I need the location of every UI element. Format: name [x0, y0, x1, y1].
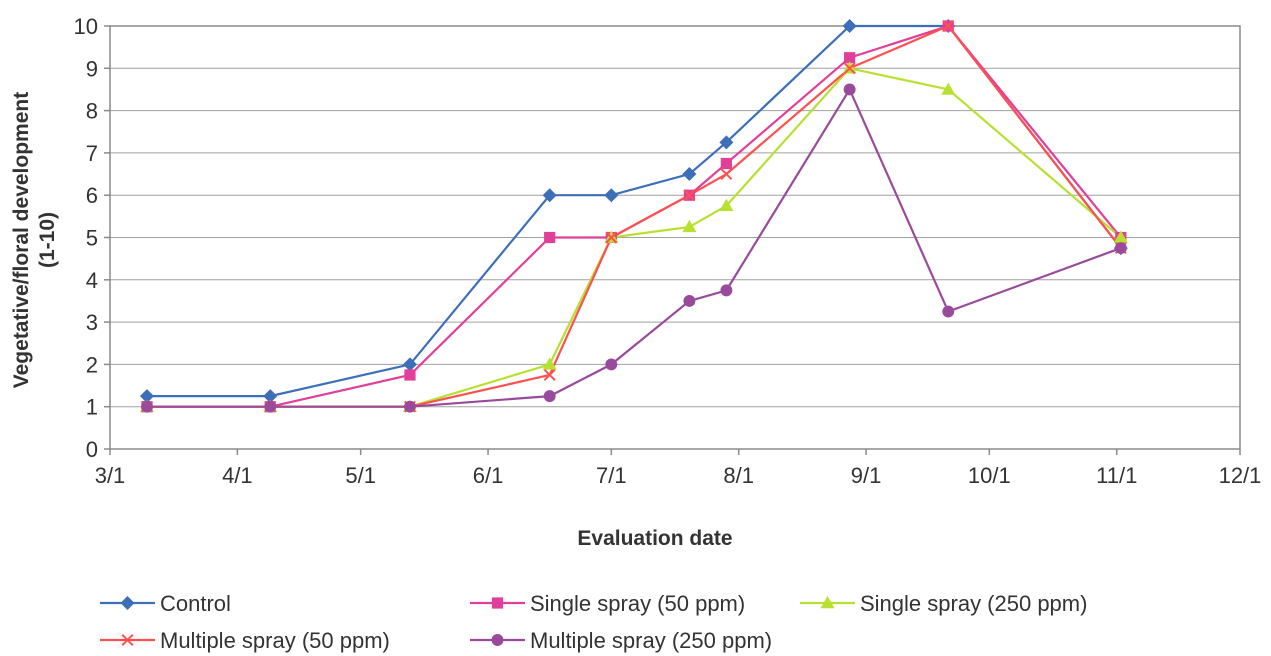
y-tick-label: 4 [86, 268, 98, 293]
data-point-5 [1114, 242, 1127, 255]
data-point-5 [720, 284, 733, 297]
legend-label: Single spray (50 ppm) [530, 591, 745, 616]
legend-marker [491, 634, 504, 646]
legend-item-5: Multiple spray (250 ppm) [470, 628, 772, 653]
data-point-3 [542, 357, 557, 370]
x-tick-label: 10/1 [968, 463, 1011, 488]
gridlines [110, 25, 1240, 408]
data-point-4 [720, 168, 733, 181]
x-tick-label: 3/1 [95, 463, 126, 488]
legend-item-3: Single spray (250 ppm) [800, 591, 1087, 616]
legend: Control Single spray (50 ppm) Single spray… [100, 591, 1087, 653]
legend-label: Control [160, 591, 231, 616]
data-point-1 [402, 357, 417, 372]
legend-item-2: Single spray (50 ppm) [470, 591, 745, 616]
data-point-5 [843, 83, 856, 96]
y-tick-label: 3 [86, 310, 98, 335]
y-axis-title: Vegetative/floral development (1-10) [10, 92, 59, 388]
series-markers [139, 19, 1128, 413]
legend-item-1: Control [100, 591, 231, 616]
series-line-2 [146, 24, 1122, 408]
data-point-1 [263, 389, 278, 404]
legend-marker [120, 596, 135, 610]
x-tick-label: 6/1 [473, 463, 504, 488]
data-point-3 [941, 82, 956, 95]
x-tick-label: 11/1 [1096, 463, 1137, 488]
data-point-3 [1113, 230, 1128, 243]
data-point-4 [543, 369, 556, 381]
y-tick-label: 0 [86, 437, 98, 462]
data-point-1 [139, 389, 154, 404]
legend-marker [491, 597, 504, 609]
y-tick-label: 10 [74, 14, 98, 39]
legend-item-4: Multiple spray (50 ppm) [100, 628, 390, 653]
y-tick-label: 5 [86, 226, 98, 251]
legend-marker [820, 596, 835, 609]
series-line-4 [146, 24, 1122, 408]
x-tick-label: 5/1 [345, 463, 376, 488]
series-line-5 [146, 87, 1122, 408]
data-point-2 [720, 157, 732, 170]
x-tick-label: 4/1 [222, 463, 253, 488]
series-lines [146, 24, 1122, 408]
axis-ticks: 0 1 2 3 4 5 6 7 8 9 10 3/1 4/1 5/1 6/1 7/1 8/1 9/1 10/1 11/… [74, 14, 1262, 488]
y-axis-title-line2: (1-10) [36, 212, 59, 268]
x-axis-title: Evaluation date [577, 527, 732, 550]
data-point-5 [404, 400, 416, 413]
data-point-2 [544, 231, 556, 244]
data-point-2 [404, 369, 416, 381]
data-point-1 [682, 167, 697, 182]
data-point-1 [842, 19, 857, 33]
data-point-3 [719, 198, 734, 212]
data-point-3 [682, 219, 697, 233]
data-point-5 [683, 295, 696, 307]
legend-marker [121, 634, 134, 646]
data-point-1 [719, 135, 734, 150]
data-point-1 [604, 188, 619, 203]
y-tick-label: 2 [86, 352, 98, 377]
data-point-5 [543, 390, 556, 403]
data-point-5 [942, 305, 955, 318]
data-point-5 [605, 358, 618, 371]
data-point-4 [942, 20, 955, 32]
y-tick-label: 6 [86, 183, 98, 208]
y-tick-label: 7 [86, 141, 98, 166]
y-axis-title-line1: Vegetative/floral development [10, 92, 33, 388]
y-tick-label: 1 [86, 395, 98, 420]
data-point-4 [843, 62, 856, 75]
y-tick-label: 8 [86, 99, 98, 124]
y-tick-label: 9 [86, 56, 98, 81]
legend-label: Multiple spray (250 ppm) [530, 628, 772, 653]
legend-label: Multiple spray (50 ppm) [160, 628, 390, 653]
data-point-4 [683, 189, 696, 202]
x-tick-label: 9/1 [851, 463, 882, 488]
legend-label: Single spray (250 ppm) [860, 591, 1087, 616]
data-point-5 [141, 400, 153, 413]
x-tick-label: 8/1 [723, 463, 754, 488]
data-point-5 [264, 400, 277, 413]
data-point-2 [844, 52, 856, 64]
x-tick-label: 7/1 [596, 463, 627, 488]
series-line-1 [146, 24, 1122, 398]
x-tick-label: 12/1 [1219, 463, 1262, 488]
data-point-4 [605, 231, 618, 244]
data-point-1 [542, 188, 557, 203]
